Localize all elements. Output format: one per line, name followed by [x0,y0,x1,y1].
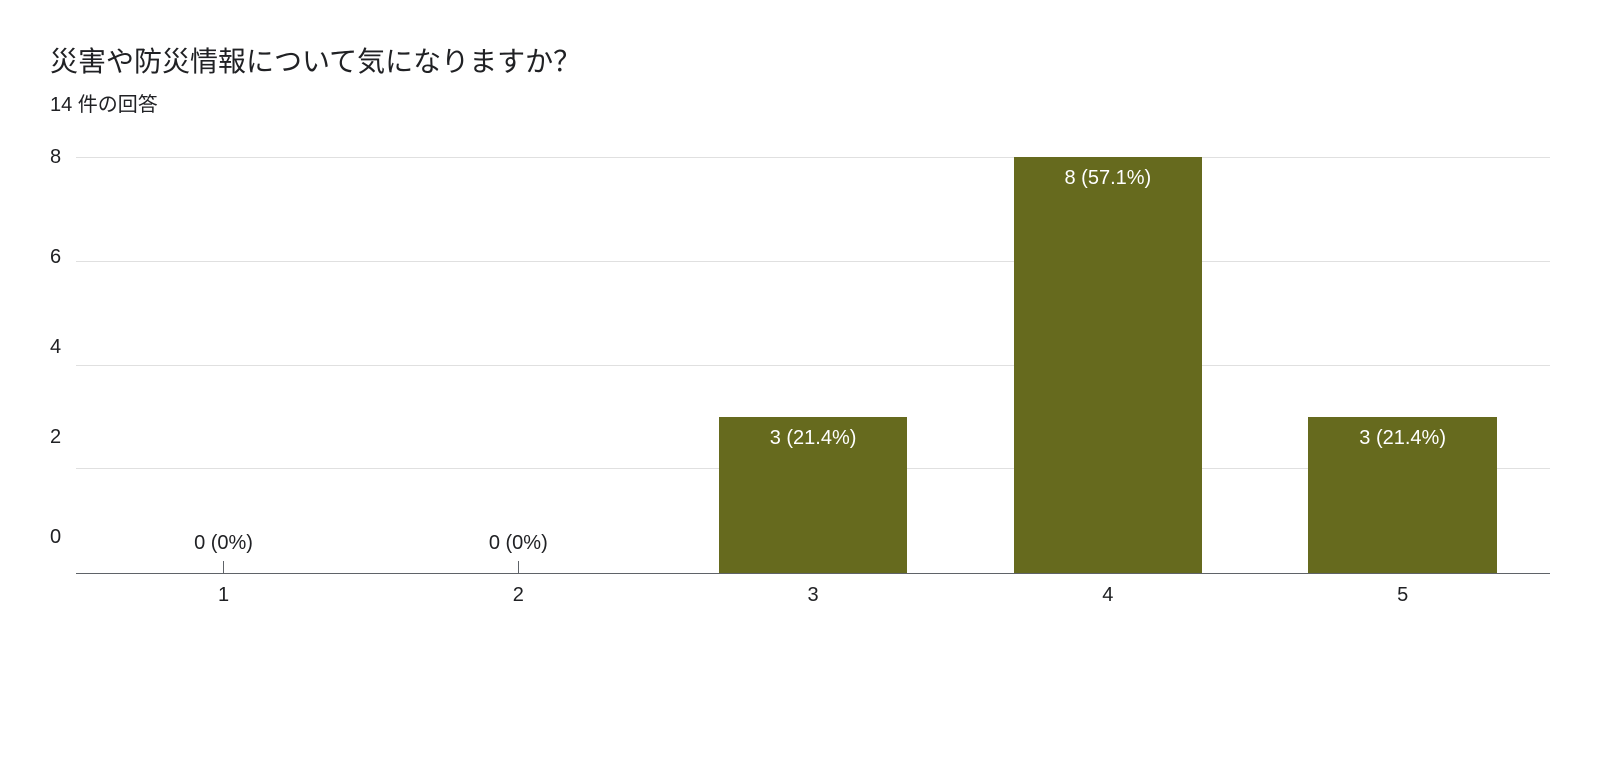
plot-area: 0 (0%) 0 (0%) 3 (21.4%) 8 (57.1%) 3 (21.4%) [76,157,1550,574]
bar-slot: 8 (57.1%) [960,157,1255,573]
bar-value-label: 0 (0%) [194,532,253,555]
y-tick: 6 [50,247,61,267]
bar-slot: 3 (21.4%) [1255,157,1550,573]
chart-area: 86420 0 (0%)0 (0%)3 (21.4%)8 (57.1%)3 (2… [50,157,1550,607]
bar-value-label: 8 (57.1%) [1065,167,1152,190]
bar-value-label: 3 (21.4%) [1359,427,1446,450]
x-tick: 2 [371,584,666,607]
bar-value-label: 0 (0%) [489,532,548,555]
x-tick: 1 [76,584,371,607]
chart-container: 災害や防災情報について気になりますか？ 14 件の回答 8 6 4 2 0 0 (0%)… [50,40,1550,607]
chart-subtitle: 14 件の回答 [50,88,1550,117]
y-tick: 8 [50,147,61,167]
bar-value-label: 3 (21.4%) [770,427,857,450]
y-tick: 0 [50,527,61,547]
x-axis: 12345 [76,574,1550,607]
bar: 3 (21.4%) [719,417,908,573]
x-tick: 3 [666,584,961,607]
x-tick: 5 [1255,584,1550,607]
bar-zero-tick [223,561,224,573]
x-tick: 4 [960,584,1255,607]
y-axis: 86420 [50,157,76,537]
bar-slot: 0 (0%) [371,157,666,573]
bar: 3 (21.4%) [1308,417,1497,573]
bars-row: 0 (0%) 0 (0%) 3 (21.4%) 8 (57.1%) 3 (21.4%) [76,157,1550,573]
bar-slot: 3 (21.4%) [666,157,961,573]
y-tick: 4 [50,337,61,357]
y-tick: 2 [50,427,61,447]
bar-slot: 0 (0%) [76,157,371,573]
bar: 8 (57.1%) [1014,157,1203,573]
chart-title: 災害や防災情報について気になりますか？ [50,40,1550,80]
bar-zero-tick [518,561,519,573]
